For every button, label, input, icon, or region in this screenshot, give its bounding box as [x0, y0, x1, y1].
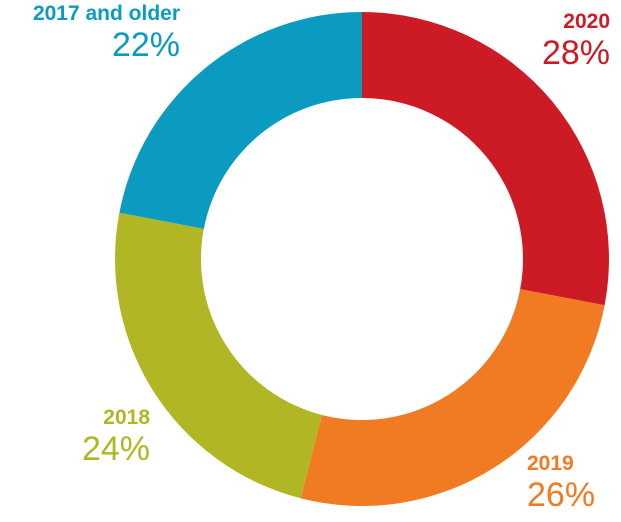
donut-slice	[362, 12, 609, 306]
slice-value-label: 26%	[527, 476, 595, 514]
donut-slice	[115, 212, 322, 499]
donut-slice	[300, 289, 605, 506]
slice-value-label: 24%	[82, 430, 150, 468]
slice-category: 2020	[563, 10, 610, 33]
slice-value-label: 28%	[542, 34, 610, 72]
donut-slice	[119, 12, 362, 229]
slice-value-label: 22%	[112, 26, 180, 64]
slice-category: 2019	[527, 452, 574, 475]
slice-category: 2018	[103, 406, 150, 429]
slice-category: 2017 and older	[33, 2, 180, 25]
